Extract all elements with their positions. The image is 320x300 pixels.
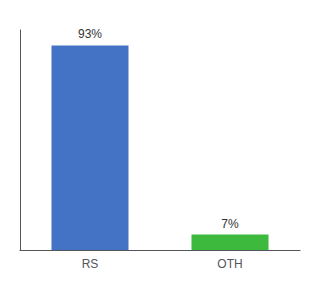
svg-text:93%: 93% — [78, 27, 102, 41]
svg-text:RS: RS — [82, 257, 99, 271]
svg-text:7%: 7% — [221, 217, 239, 231]
svg-text:OTH: OTH — [217, 257, 242, 271]
